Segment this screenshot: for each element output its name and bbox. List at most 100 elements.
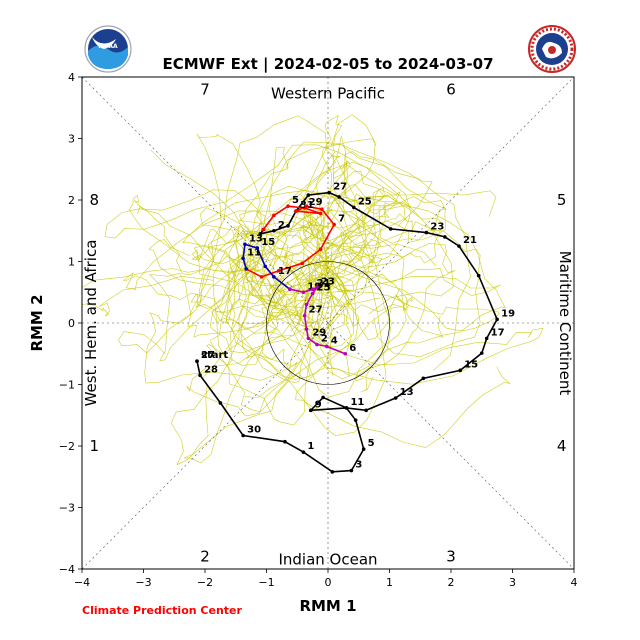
series-point-magenta [315, 342, 319, 347]
point-label: 27 [333, 182, 347, 193]
series-point-black [349, 468, 354, 473]
series-point-black [421, 376, 426, 381]
ensemble-track [295, 224, 511, 449]
phase-number: 4 [557, 437, 567, 455]
point-label: 5 [292, 195, 299, 206]
series-point-red [304, 204, 309, 208]
ensemble-track [310, 259, 443, 340]
series-point-magenta [306, 336, 311, 341]
point-label: 23 [430, 222, 444, 233]
point-label: 27 [201, 350, 215, 361]
y-tick-label: 0 [68, 317, 75, 330]
phase-number: 7 [200, 80, 210, 98]
point-label: 2 [321, 334, 328, 345]
series-point-magenta [288, 287, 292, 291]
series-point-magenta [301, 290, 306, 295]
x-tick-label: −4 [74, 576, 90, 589]
series-point-blue [244, 267, 249, 271]
point-label: 13 [400, 387, 414, 398]
ensemble-track [311, 143, 446, 266]
x-axis-label: RMM 1 [299, 597, 356, 615]
series-point-red [318, 247, 323, 251]
x-tick-label: 0 [325, 576, 332, 589]
y-axis-label: RMM 2 [28, 294, 46, 351]
series-point-magenta [310, 291, 315, 296]
series-point-blue [255, 246, 260, 250]
series-point-blue [263, 264, 268, 269]
diagonal-line [81, 76, 575, 570]
series-point-black [198, 373, 202, 378]
point-label: 27 [309, 305, 323, 316]
point-label: 15 [464, 359, 478, 370]
region-label-top: Western Pacific [271, 85, 385, 103]
series-point-magenta [315, 285, 319, 290]
point-label: 11 [350, 397, 364, 408]
phase-number: 1 [90, 437, 100, 455]
point-label: 13 [249, 233, 263, 244]
region-label-right: Maritime Continent [556, 251, 574, 396]
ensemble-track [191, 230, 347, 380]
series-point-red [320, 207, 324, 212]
ensemble-track [118, 209, 367, 355]
point-label: 19 [307, 281, 321, 292]
point-label: 5 [368, 438, 375, 449]
series-point-black [495, 317, 499, 322]
series-point-blue [243, 242, 247, 247]
y-tick-label: −2 [59, 440, 75, 453]
ensemble-track [268, 185, 447, 286]
region-labels: Western Pacific Indian Ocean West. Hem. an… [82, 85, 574, 569]
series-point-black [393, 396, 398, 400]
phase-number: 6 [446, 80, 456, 98]
ensemble-track [316, 231, 383, 285]
point-label: 17 [278, 266, 292, 277]
x-tick-label: −1 [258, 576, 274, 589]
series-point-magenta [302, 313, 307, 318]
phase-number: 2 [200, 548, 210, 566]
point-label: 30 [247, 425, 261, 436]
y-tick-label: 4 [68, 71, 75, 84]
point-label: 29 [309, 197, 323, 208]
series-point-black [195, 359, 199, 363]
x-tick-label: −2 [197, 576, 213, 589]
ensemble-track [195, 115, 328, 317]
series-point-black [388, 227, 393, 231]
series-point-black [272, 228, 276, 233]
ensemble-track [244, 250, 311, 379]
ensemble-track [232, 226, 500, 332]
series-point-black [457, 244, 461, 248]
point-label: 4 [331, 335, 338, 346]
phase-number: 5 [557, 191, 567, 209]
ensemble-track [308, 195, 443, 348]
series-point-red [272, 213, 276, 218]
series-point-black [484, 336, 489, 341]
ensemble-track [213, 161, 412, 358]
point-label: 23 [321, 276, 335, 287]
unit-circle [266, 261, 390, 385]
y-tick-label: 1 [68, 256, 75, 269]
series-point-red [318, 211, 323, 216]
series-point-red [332, 222, 336, 227]
point-label: 7 [338, 214, 345, 225]
ensemble-track [268, 189, 398, 302]
series-point-black [458, 368, 463, 373]
series-point-magenta [310, 287, 315, 291]
ensemble-track [190, 231, 392, 377]
series-point-black [337, 195, 341, 199]
ensemble-track [281, 136, 361, 250]
x-tick-label: −3 [135, 576, 151, 589]
series-point-red [277, 268, 281, 273]
phase-numbers: 7 68 51 42 3 [90, 80, 567, 565]
series-point-red [286, 204, 290, 208]
y-tick-label: 2 [68, 194, 75, 207]
ensemble-track [170, 226, 303, 466]
ensemble-track [210, 221, 400, 413]
series-point-red [294, 209, 298, 213]
phase-guides [81, 76, 575, 570]
series-point-magenta [343, 351, 348, 356]
series-point-black [283, 439, 287, 444]
ensemble-track [271, 268, 501, 296]
ensemble-track [240, 187, 385, 398]
series-point-magenta [304, 327, 309, 331]
